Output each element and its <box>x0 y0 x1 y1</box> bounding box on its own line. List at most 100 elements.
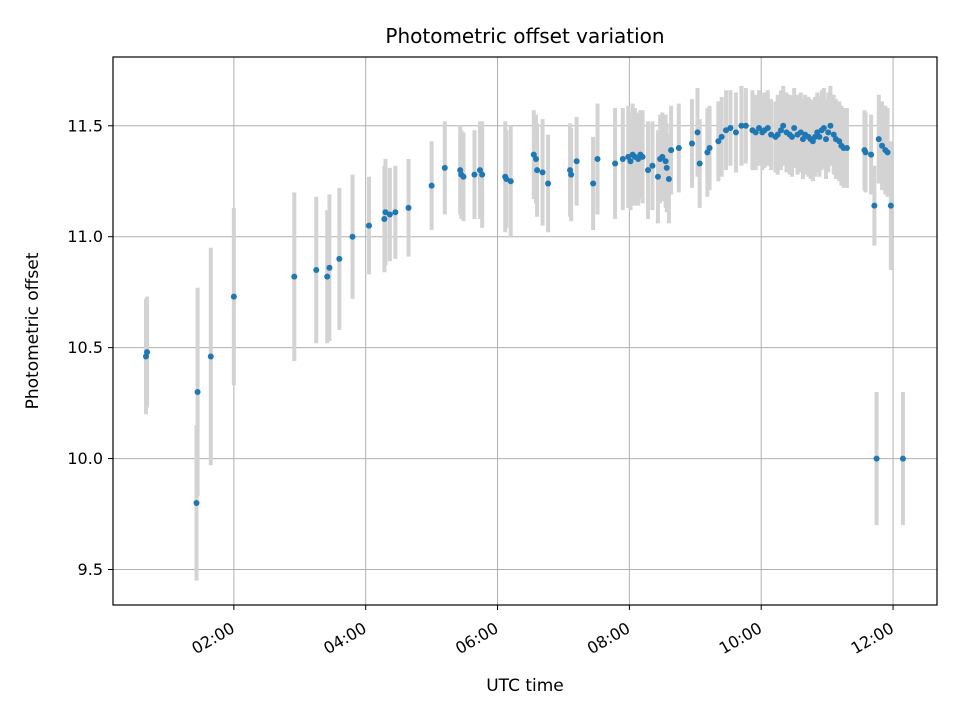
data-point <box>873 455 880 462</box>
data-point <box>619 156 626 163</box>
data-point <box>392 209 399 216</box>
data-point <box>718 133 725 140</box>
data-points <box>142 122 906 506</box>
data-point <box>875 136 882 143</box>
data-point <box>884 149 891 156</box>
data-point <box>752 129 759 136</box>
y-tick-label: 9.5 <box>78 560 103 579</box>
data-point <box>774 131 781 138</box>
y-tick-label: 11.5 <box>67 116 103 135</box>
data-point <box>365 222 372 229</box>
y-tick-label: 10.0 <box>67 449 103 468</box>
data-point <box>675 144 682 151</box>
data-point <box>764 124 771 131</box>
x-tick-label: 08:00 <box>584 618 633 658</box>
x-axis-title: UTC time <box>486 676 564 696</box>
data-point <box>534 167 541 174</box>
data-point <box>639 153 646 160</box>
data-point <box>668 147 675 154</box>
x-tick-label: 02:00 <box>188 618 237 658</box>
data-point <box>830 131 837 138</box>
data-point <box>326 264 333 271</box>
data-point <box>479 171 486 178</box>
y-tick-label: 11.0 <box>67 227 103 246</box>
y-tick-label: 10.5 <box>67 338 103 357</box>
data-point <box>654 173 661 180</box>
data-point <box>144 349 151 356</box>
data-point <box>627 158 634 165</box>
data-point <box>207 353 214 360</box>
data-point <box>194 389 201 396</box>
data-point <box>336 255 343 262</box>
data-point <box>645 167 652 174</box>
data-point <box>532 156 539 163</box>
data-point <box>662 158 669 165</box>
data-point <box>871 202 878 209</box>
data-point <box>381 215 388 222</box>
data-point <box>756 124 763 131</box>
data-point <box>405 204 412 211</box>
data-point <box>471 171 478 178</box>
data-point <box>887 202 894 209</box>
data-point <box>476 167 483 174</box>
data-point <box>441 164 448 171</box>
chart-title: Photometric offset variation <box>385 24 664 48</box>
data-point <box>659 153 666 160</box>
data-point <box>777 127 784 134</box>
data-point <box>324 273 331 280</box>
data-point <box>825 129 832 136</box>
data-point <box>428 182 435 189</box>
data-point <box>696 160 703 167</box>
data-point <box>899 455 906 462</box>
plot-frame <box>112 56 938 606</box>
data-point <box>507 178 514 185</box>
data-point <box>193 499 200 506</box>
data-point <box>727 124 734 131</box>
data-point <box>862 149 869 156</box>
data-point <box>791 124 798 131</box>
data-point <box>788 133 795 140</box>
data-point <box>836 138 843 145</box>
data-point <box>812 133 819 140</box>
x-tick-label: 12:00 <box>848 618 897 658</box>
data-point <box>799 136 806 143</box>
data-point <box>545 180 552 187</box>
data-point <box>706 144 713 151</box>
data-point <box>539 169 546 176</box>
x-tick-label: 10:00 <box>716 618 765 658</box>
data-point <box>649 162 656 169</box>
data-point <box>612 160 619 167</box>
data-point <box>823 136 830 143</box>
data-point <box>230 293 237 300</box>
data-point <box>732 129 739 136</box>
data-point <box>843 144 850 151</box>
data-point <box>590 180 597 187</box>
data-point <box>688 140 695 147</box>
data-point <box>742 122 749 129</box>
data-point <box>827 122 834 129</box>
data-point <box>816 133 823 140</box>
data-point <box>386 211 393 218</box>
data-point <box>349 233 356 240</box>
data-point <box>663 164 670 171</box>
data-point <box>820 124 827 131</box>
data-point <box>704 149 711 156</box>
data-point <box>715 138 722 145</box>
data-point <box>313 266 320 273</box>
y-axis-title: Photometric offset <box>23 252 43 409</box>
data-point <box>573 158 580 165</box>
data-point <box>594 156 601 163</box>
data-point <box>665 176 672 183</box>
data-point <box>694 129 701 136</box>
data-point <box>530 151 537 158</box>
data-point <box>868 151 875 158</box>
x-tick-label: 04:00 <box>320 618 369 658</box>
data-point <box>780 122 787 129</box>
data-point <box>809 138 816 145</box>
data-point <box>460 173 467 180</box>
x-tick-label: 06:00 <box>452 618 501 658</box>
data-point <box>879 142 886 149</box>
data-point <box>568 171 575 178</box>
data-point <box>738 122 745 129</box>
